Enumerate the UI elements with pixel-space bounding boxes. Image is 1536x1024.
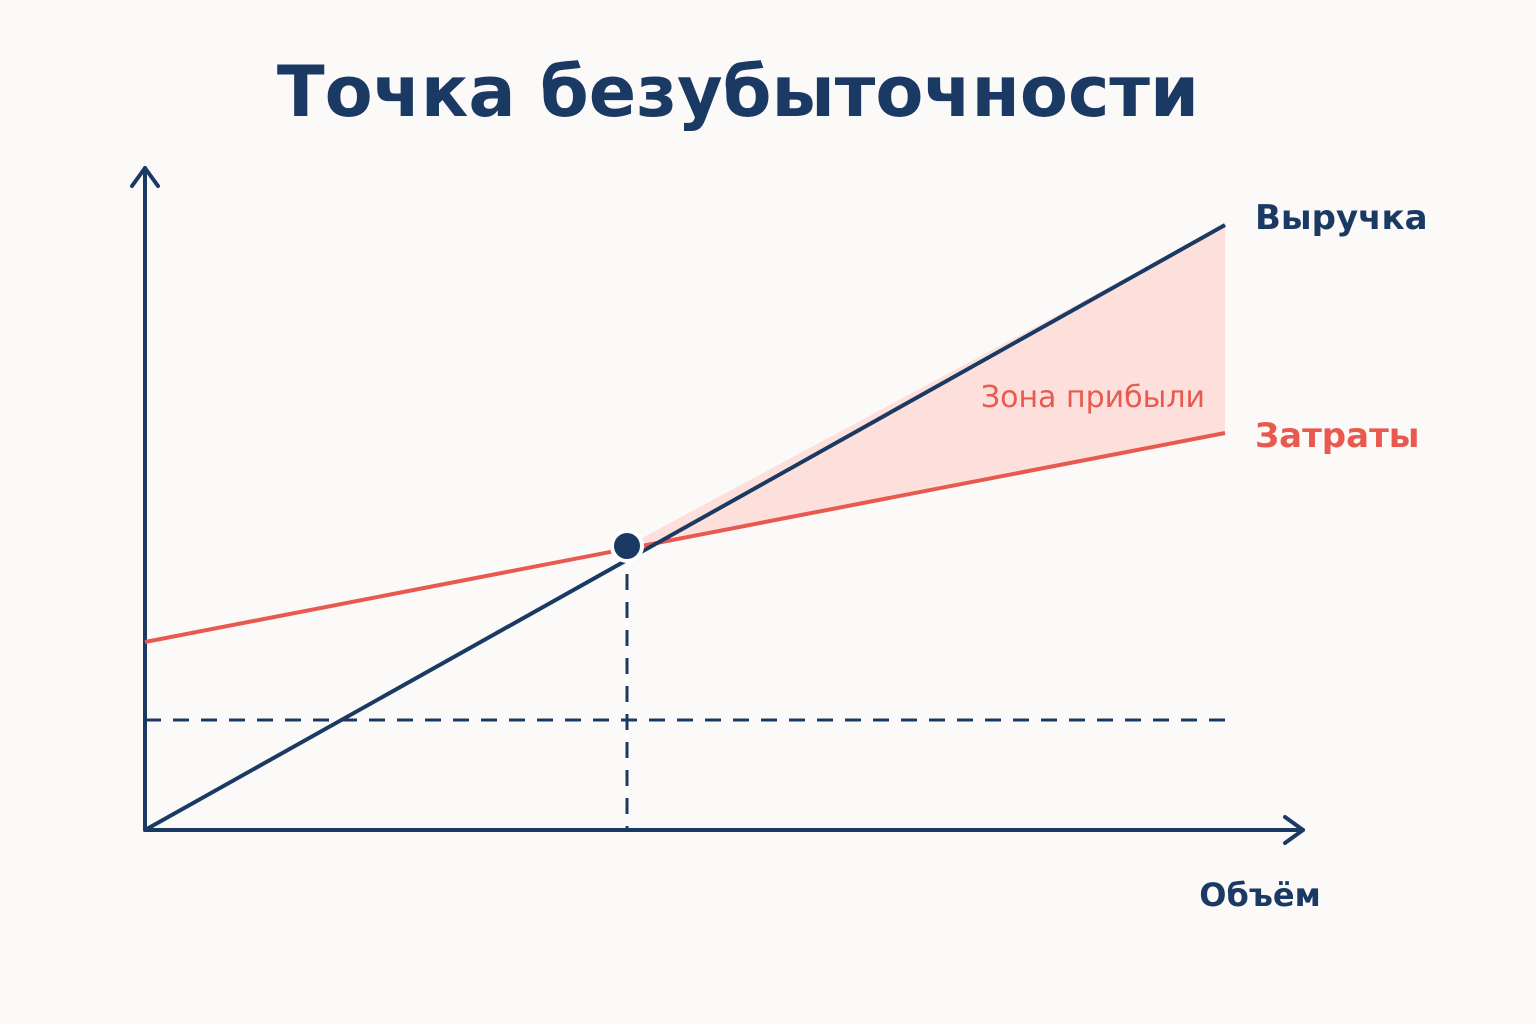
axes bbox=[130, 166, 1305, 845]
costs-line bbox=[144, 431, 1226, 644]
x-axis-label: Объём bbox=[1199, 876, 1320, 914]
revenue-label: Выручка bbox=[1255, 198, 1428, 238]
break-even-point bbox=[610, 529, 644, 563]
profit-zone bbox=[627, 225, 1225, 546]
profit-zone-label: Зона прибыли bbox=[981, 380, 1205, 415]
costs-label: Затраты bbox=[1255, 416, 1420, 456]
title: Точка безубыточности bbox=[277, 51, 1199, 133]
revenue-line bbox=[144, 223, 1226, 832]
y-axis-arrow bbox=[130, 166, 160, 188]
x-axis-arrow bbox=[1283, 815, 1305, 845]
